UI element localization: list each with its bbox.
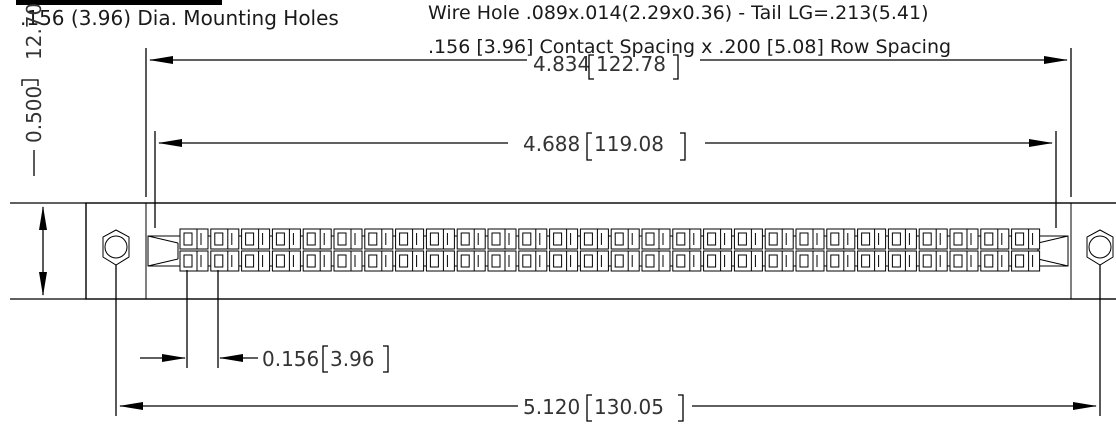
contact-terminal — [522, 232, 532, 246]
pitch-mm: 3.96 — [330, 347, 375, 371]
contact-terminal — [583, 254, 593, 268]
contact-terminal — [460, 232, 470, 246]
contact-span-bracket-open — [588, 54, 594, 80]
pitch-value: 0.156 — [262, 347, 319, 371]
contact-array — [179, 228, 1041, 272]
contact-terminal — [399, 254, 409, 268]
pitch-bracket-close — [383, 345, 389, 373]
height-dimension: 0.500 12.70 — [10, 3, 86, 300]
contact-terminal — [645, 254, 655, 268]
height-dimension-value: 0.500 — [22, 86, 46, 143]
contact-terminal — [984, 232, 994, 246]
card-span-dimension: 4.688 119.08 — [154, 131, 1057, 228]
contact-terminal — [707, 232, 717, 246]
contact-span-value: 4.834 — [533, 52, 590, 76]
connector-body — [85, 202, 1116, 300]
contact-terminal — [429, 254, 439, 268]
contact-terminal — [922, 254, 932, 268]
overall-value: 5.120 — [523, 395, 580, 419]
contact-span-mm: 122.78 — [596, 52, 666, 76]
contact-terminal — [214, 232, 224, 246]
contact-terminal — [337, 232, 347, 246]
contact-terminal — [861, 232, 871, 246]
contact-terminal — [245, 232, 255, 246]
contact-terminal — [799, 232, 809, 246]
height-mm-bracket-start — [21, 79, 39, 86]
contact-terminal — [183, 232, 193, 246]
contact-terminal — [984, 254, 994, 268]
overall-bracket-open — [586, 394, 592, 422]
contact-terminal — [707, 254, 717, 268]
title-underline-bar — [16, 0, 222, 5]
contact-terminal — [491, 254, 501, 268]
card-span-mm: 119.08 — [594, 132, 664, 156]
mounting-holes-note: .156 (3.96) Dia. Mounting Holes — [20, 6, 339, 30]
wire-hole-note: Wire Hole .089x.014(2.29x0.36) - Tail LG… — [428, 2, 929, 24]
pitch-bracket-open — [322, 345, 328, 373]
contact-terminal — [522, 254, 532, 268]
contact-terminal — [737, 254, 747, 268]
contact-terminal — [306, 232, 316, 246]
contact-terminal — [676, 254, 686, 268]
contact-terminal — [583, 232, 593, 246]
contact-terminal — [614, 232, 624, 246]
contact-terminal — [861, 254, 871, 268]
contact-terminal — [891, 232, 901, 246]
card-span-value: 4.688 — [523, 132, 580, 156]
overall-dimension: 5.120 130.05 — [115, 265, 1101, 422]
contact-terminal — [799, 254, 809, 268]
contact-terminal — [614, 254, 624, 268]
contact-terminal — [645, 232, 655, 246]
contact-terminal — [1015, 232, 1025, 246]
contact-terminal — [460, 254, 470, 268]
contact-terminal — [183, 254, 193, 268]
contact-span-bracket-close — [673, 54, 679, 80]
overall-bracket-close — [678, 394, 684, 422]
contact-terminal — [953, 254, 963, 268]
card-span-bracket-open — [586, 132, 592, 161]
contact-terminal — [737, 232, 747, 246]
contact-terminal — [553, 254, 563, 268]
contact-terminal — [275, 254, 285, 268]
contact-terminal — [553, 232, 563, 246]
contact-terminal — [306, 254, 316, 268]
overall-mm: 130.05 — [594, 395, 664, 419]
contact-terminal — [214, 254, 224, 268]
contact-spacing-note: .156 [3.96] Contact Spacing x .200 [5.08… — [428, 36, 952, 58]
contact-terminal — [368, 232, 378, 246]
height-dimension-mm: 12.70 — [22, 3, 46, 60]
contact-terminal — [830, 254, 840, 268]
contact-terminal — [676, 232, 686, 246]
pitch-dimension: 0.156 3.96 — [140, 270, 389, 373]
contact-terminal — [891, 254, 901, 268]
contact-terminal — [768, 254, 778, 268]
contact-terminal — [830, 232, 840, 246]
contact-terminal — [953, 232, 963, 246]
contact-terminal — [245, 254, 255, 268]
card-span-bracket-close — [680, 132, 686, 161]
contact-terminal — [399, 232, 409, 246]
contact-terminal — [768, 232, 778, 246]
contact-terminal — [337, 254, 347, 268]
contact-terminal — [275, 232, 285, 246]
contact-terminal — [491, 232, 501, 246]
contact-terminal — [368, 254, 378, 268]
contact-terminal — [1015, 254, 1025, 268]
contact-terminal — [922, 232, 932, 246]
contact-terminal — [429, 232, 439, 246]
contact-span-dimension: 4.834 122.78 — [145, 48, 1072, 197]
